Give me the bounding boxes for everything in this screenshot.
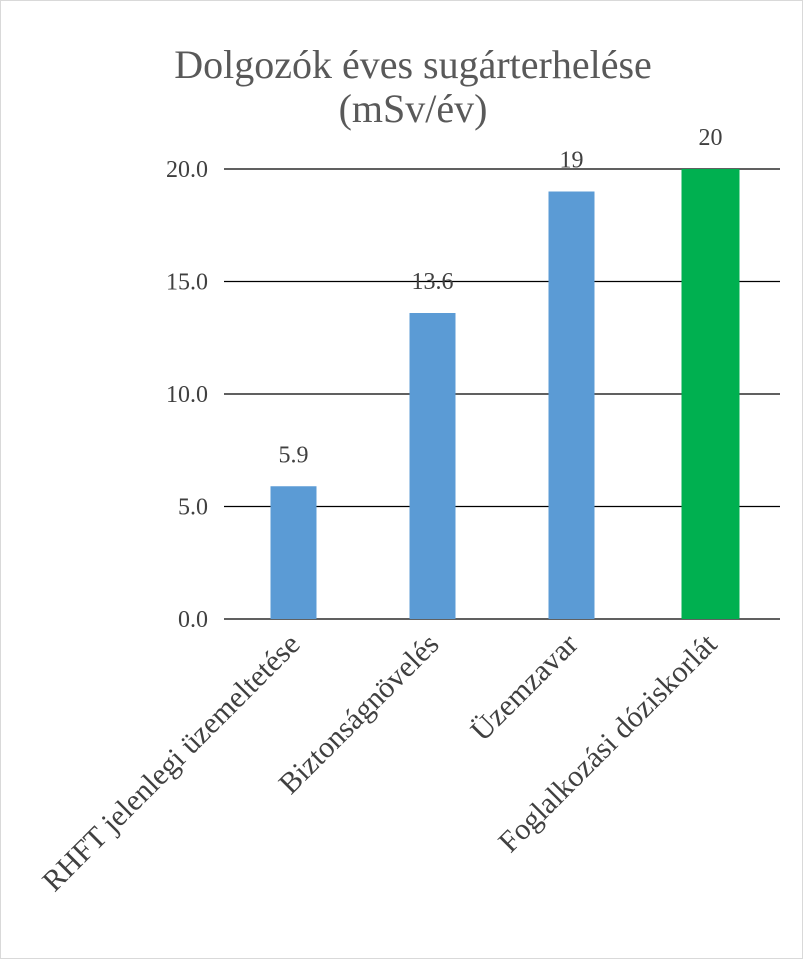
y-tick-label: 20.0 bbox=[166, 157, 208, 183]
y-tick-label: 5.0 bbox=[178, 495, 208, 521]
category-label: Üzemzavar bbox=[465, 628, 585, 748]
bar bbox=[681, 169, 740, 619]
chart-title-line1: Dolgozók éves sugárterhelése bbox=[174, 42, 652, 87]
data-label: 19 bbox=[560, 148, 584, 174]
data-label: 20 bbox=[699, 125, 723, 151]
bar bbox=[270, 486, 317, 619]
y-tick-label: 10.0 bbox=[166, 382, 208, 408]
data-label: 5.9 bbox=[279, 442, 309, 468]
bar bbox=[548, 191, 595, 619]
y-tick-label: 15.0 bbox=[166, 270, 208, 296]
chart-title-line2: (mSv/év) bbox=[339, 86, 488, 131]
bar bbox=[409, 313, 456, 619]
category-label: RHFT jelenlegi üzemeltetése bbox=[36, 628, 306, 898]
data-label: 13.6 bbox=[412, 269, 454, 295]
y-tick-label: 0.0 bbox=[178, 607, 208, 633]
